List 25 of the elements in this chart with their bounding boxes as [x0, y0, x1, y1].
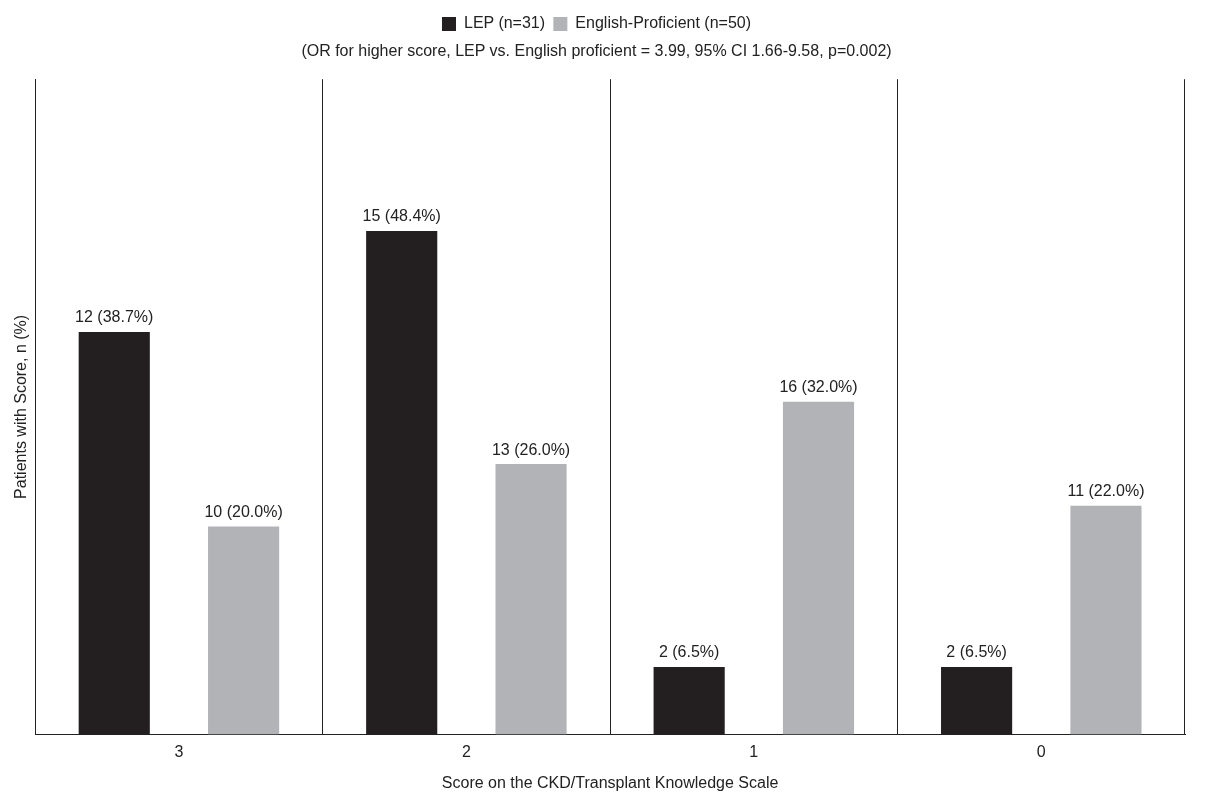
data-label: 2 (6.5%): [658, 643, 720, 661]
x-tick-label: 1: [749, 742, 759, 760]
x-tick-label: 2: [461, 742, 471, 760]
legend-label: LEP (n=31): [463, 14, 546, 32]
x-tick-label: 3: [174, 742, 184, 760]
data-label: 16 (32.0%): [779, 378, 858, 396]
data-label: 13 (26.0%): [491, 440, 571, 458]
y-axis-title: Patients with Score, n (%): [12, 314, 30, 499]
data-label: 10 (20.0%): [204, 502, 283, 520]
bar: [495, 464, 567, 735]
data-label: 15 (48.4%): [362, 207, 441, 225]
bar: [366, 231, 438, 735]
data-label: 12 (38.7%): [75, 308, 154, 326]
legend-label: English-Proficient (n=50): [575, 14, 752, 32]
bar: [1070, 505, 1142, 735]
bar: [653, 666, 725, 735]
bar: [208, 526, 280, 735]
data-label: 2 (6.5%): [946, 643, 1007, 661]
data-label: 11 (22.0%): [1067, 482, 1145, 500]
chart-subtitle: (OR for higher score, LEP vs. English proficient = 3.99, 95% CI 1.66-9.58, p=0.002): [301, 42, 892, 60]
bar: [78, 332, 150, 735]
x-tick-label: 0: [1036, 742, 1046, 760]
bar: [941, 666, 1013, 735]
bar: [782, 401, 855, 735]
x-axis-title: Score on the CKD/Transplant Knowledge Scale: [441, 773, 779, 791]
